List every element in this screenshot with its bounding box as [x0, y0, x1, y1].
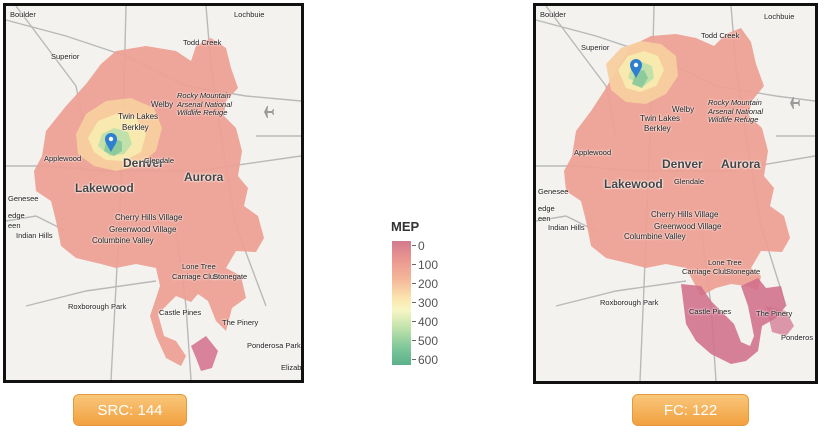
- legend-tick: [412, 340, 416, 341]
- map-canvas-fc: [536, 6, 815, 381]
- label-the-pinery: The Pinery: [756, 309, 793, 318]
- legend-tick: [412, 245, 416, 246]
- label-applewood: Applewood: [574, 148, 612, 157]
- label-denver: Denver: [662, 157, 703, 171]
- map-panel-src[interactable]: Boulder Lochbuie Todd Creek Superior Wel…: [3, 3, 304, 383]
- legend-label-400: 400: [418, 315, 439, 329]
- label-edge: edge: [538, 204, 555, 213]
- label-todd-creek: Todd Creek: [183, 38, 222, 47]
- label-rocky-mountain: Rocky Mountain Arsenal National Wildlife…: [177, 91, 233, 118]
- map-pin-icon[interactable]: [105, 133, 117, 152]
- label-welby: Welby: [151, 100, 174, 109]
- label-genesee: Genesee: [8, 194, 39, 203]
- label-aurora: Aurora: [184, 170, 224, 184]
- legend-color-bar: [392, 241, 411, 365]
- legend-tick: [412, 321, 416, 322]
- label-glendale: Glendale: [674, 177, 705, 186]
- fc-score-badge: FC: 122: [632, 394, 749, 426]
- label-glendale: Glendale: [144, 156, 175, 165]
- airplane-icon: [264, 106, 274, 118]
- label-the-pinery: The Pinery: [222, 318, 259, 327]
- label-elizab: Elizab: [281, 363, 302, 372]
- label-een: een: [8, 221, 21, 230]
- label-cherry-hills: Cherry Hills Village: [115, 213, 183, 222]
- label-berkley: Berkley: [644, 124, 671, 133]
- label-lochbuie: Lochbuie: [234, 10, 265, 19]
- label-boulder: Boulder: [10, 10, 36, 19]
- label-columbine: Columbine Valley: [624, 232, 686, 241]
- map-canvas-src: [6, 6, 301, 380]
- legend-label-500: 500: [418, 334, 439, 348]
- label-ponderosa: Ponderos: [781, 333, 814, 342]
- label-superior: Superior: [581, 43, 610, 52]
- label-cherry-hills: Cherry Hills Village: [651, 210, 719, 219]
- label-todd-creek: Todd Creek: [701, 31, 740, 40]
- label-roxborough: Roxborough Park: [68, 302, 127, 311]
- label-boulder: Boulder: [540, 10, 566, 19]
- label-carriage-club: Carriage Club: [172, 272, 219, 281]
- label-twin-lakes: Twin Lakes: [118, 112, 159, 121]
- label-carriage-club: Carriage Club: [682, 267, 729, 276]
- coverage-region-fc: [564, 28, 794, 364]
- label-indian-hills: Indian Hills: [548, 223, 585, 232]
- legend-tick: [412, 359, 416, 360]
- coverage-region-src: [34, 38, 264, 371]
- label-superior: Superior: [51, 52, 80, 61]
- legend-label-200: 200: [418, 277, 439, 291]
- label-greenwood: Greenwood Village: [654, 222, 722, 231]
- map-panel-fc[interactable]: Boulder Lochbuie Todd Creek Superior Wel…: [533, 3, 818, 384]
- label-aurora: Aurora: [721, 157, 761, 171]
- label-columbine: Columbine Valley: [92, 236, 154, 245]
- legend-label-600: 600: [418, 353, 439, 367]
- legend-label-100: 100: [418, 258, 439, 272]
- legend-tick: [412, 283, 416, 284]
- label-twin-lakes: Twin Lakes: [640, 114, 681, 123]
- label-een: een: [538, 214, 551, 223]
- label-indian-hills: Indian Hills: [16, 231, 53, 240]
- label-lone-tree: Lone Tree: [182, 262, 216, 271]
- label-rocky-mountain: Rocky Mountain Arsenal National Wildlife…: [708, 98, 764, 125]
- label-roxborough: Roxborough Park: [600, 298, 659, 307]
- label-berkley: Berkley: [122, 123, 149, 132]
- legend-tick: [412, 302, 416, 303]
- label-stonegate: Stonegate: [726, 267, 761, 276]
- legend-title: MEP: [391, 219, 420, 234]
- label-edge: edge: [8, 211, 25, 220]
- label-castle-pines: Castle Pines: [689, 307, 732, 316]
- label-castle-pines: Castle Pines: [159, 308, 202, 317]
- label-lakewood: Lakewood: [604, 177, 663, 191]
- mep-legend: MEP 0 100 200 300 400 500 600: [384, 215, 456, 385]
- label-greenwood: Greenwood Village: [109, 225, 177, 234]
- label-lakewood: Lakewood: [75, 181, 134, 195]
- map-pin-icon[interactable]: [630, 59, 642, 78]
- airplane-icon: [790, 97, 800, 109]
- legend-label-300: 300: [418, 296, 439, 310]
- label-denver: Denver: [123, 156, 164, 170]
- legend-tick: [412, 264, 416, 265]
- label-stonegate: Stonegate: [213, 272, 248, 281]
- label-lochbuie: Lochbuie: [764, 12, 795, 21]
- legend-label-0: 0: [418, 239, 425, 253]
- src-score-badge: SRC: 144: [73, 394, 187, 426]
- label-genesee: Genesee: [538, 187, 569, 196]
- label-welby: Welby: [672, 105, 695, 114]
- label-ponderosa-park: Ponderosa Park: [247, 341, 301, 350]
- label-applewood: Applewood: [44, 154, 82, 163]
- label-lone-tree: Lone Tree: [708, 258, 742, 267]
